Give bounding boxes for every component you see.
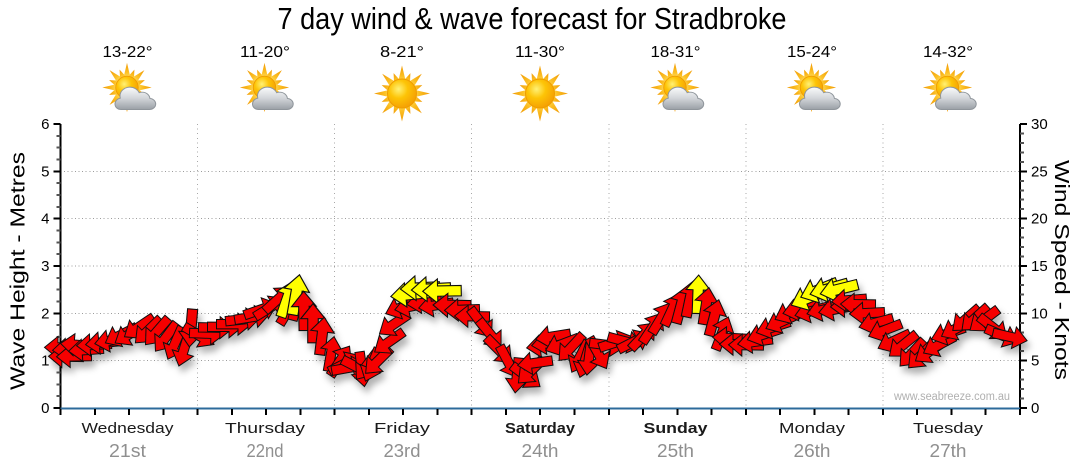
svg-text:30: 30 xyxy=(1031,116,1048,133)
svg-text:0: 0 xyxy=(1031,400,1039,417)
svg-text:1: 1 xyxy=(41,353,49,370)
svg-text:Sunday: Sunday xyxy=(644,420,709,437)
svg-text:Wednesday: Wednesday xyxy=(82,420,175,437)
svg-text:Monday: Monday xyxy=(779,420,846,437)
svg-text:7 day wind & wave forecast for: 7 day wind & wave forecast for Stradbrok… xyxy=(278,1,787,36)
svg-text:18-31°: 18-31° xyxy=(651,44,701,61)
svg-text:26th: 26th xyxy=(794,441,831,461)
svg-text:4: 4 xyxy=(41,211,49,228)
svg-text:23rd: 23rd xyxy=(384,441,421,461)
svg-text:11-20°: 11-20° xyxy=(240,44,290,61)
svg-text:11-30°: 11-30° xyxy=(515,44,565,61)
svg-text:21st: 21st xyxy=(109,441,146,461)
svg-text:0: 0 xyxy=(41,400,49,417)
svg-text:14-32°: 14-32° xyxy=(923,44,973,61)
svg-text:5: 5 xyxy=(41,163,49,180)
svg-text:5: 5 xyxy=(1031,353,1039,370)
svg-text:Wind Speed - Knots: Wind Speed - Knots xyxy=(1050,160,1072,380)
svg-text:Tuesday: Tuesday xyxy=(913,420,984,437)
svg-text:27th: 27th xyxy=(930,441,967,461)
svg-text:Saturday: Saturday xyxy=(505,420,576,437)
svg-text:20: 20 xyxy=(1031,211,1048,228)
svg-text:Thursday: Thursday xyxy=(225,420,306,437)
svg-text:Wave Height - Metres: Wave Height - Metres xyxy=(8,152,30,390)
svg-text:25th: 25th xyxy=(657,441,694,461)
svg-text:13-22°: 13-22° xyxy=(103,44,153,61)
svg-text:15-24°: 15-24° xyxy=(787,44,837,61)
svg-text:10: 10 xyxy=(1031,305,1048,322)
svg-text:3: 3 xyxy=(41,258,49,275)
svg-text:24th: 24th xyxy=(522,441,559,461)
svg-text:2: 2 xyxy=(41,305,49,322)
svg-text:15: 15 xyxy=(1031,258,1048,275)
svg-text:Friday: Friday xyxy=(374,420,431,437)
svg-text:www.seabreeze.com.au: www.seabreeze.com.au xyxy=(893,391,1010,403)
svg-text:25: 25 xyxy=(1031,163,1048,180)
svg-text:8-21°: 8-21° xyxy=(380,44,424,61)
svg-text:22nd: 22nd xyxy=(247,441,284,461)
svg-text:6: 6 xyxy=(41,116,49,133)
